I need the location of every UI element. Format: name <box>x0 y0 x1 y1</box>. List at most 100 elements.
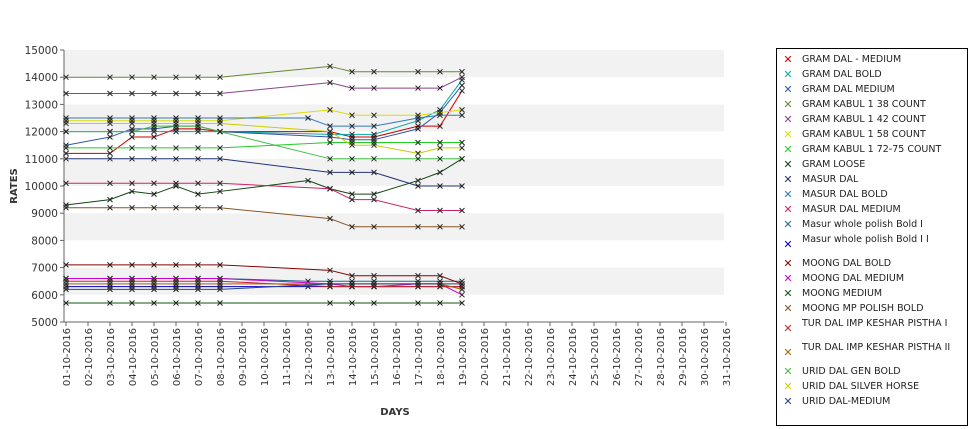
data-point <box>173 145 179 151</box>
data-point <box>217 262 223 268</box>
x-tick-label: 04-10-2016 <box>128 328 139 386</box>
data-point <box>151 74 157 81</box>
data-point <box>349 300 355 306</box>
data-point <box>107 286 113 293</box>
data-point <box>107 196 113 203</box>
grid-bands <box>64 50 724 322</box>
data-point <box>129 74 135 81</box>
y-tick-label: 5000 <box>31 317 58 329</box>
data-point <box>459 82 465 89</box>
data-point <box>327 123 333 130</box>
data-point <box>371 68 377 75</box>
series-line <box>65 158 463 206</box>
data-point <box>151 191 157 198</box>
legend-marker-icon: ✕ <box>783 203 793 216</box>
y-tick-label: 6000 <box>31 290 58 302</box>
data-point <box>327 79 333 86</box>
data-point <box>63 204 69 211</box>
data-point <box>195 120 201 127</box>
data-point <box>349 155 355 162</box>
data-point <box>217 128 223 135</box>
data-point <box>217 115 223 121</box>
data-point <box>459 223 465 230</box>
data-point <box>371 155 377 162</box>
data-point <box>437 169 443 176</box>
legend-marker-icon: ✕ <box>783 68 793 81</box>
data-point <box>129 180 135 187</box>
data-point <box>129 128 135 135</box>
data-point <box>437 281 443 287</box>
y-tick-label: 11000 <box>25 154 58 166</box>
data-point <box>459 155 465 162</box>
data-point <box>349 169 355 176</box>
data-point <box>63 128 69 135</box>
data-point <box>459 106 465 113</box>
series-lines <box>63 63 465 306</box>
legend-marker-icon: ✕ <box>783 287 793 300</box>
legend-label: MOONG DAL MEDIUM <box>802 273 905 284</box>
series-5 <box>63 74 465 97</box>
x-tick-label: 09-10-2016 <box>238 328 249 386</box>
data-point <box>459 139 465 146</box>
data-point <box>349 85 355 91</box>
data-point <box>173 115 179 121</box>
y-tick-label: 7000 <box>31 263 58 275</box>
data-point <box>349 196 355 203</box>
legend-label: Masur whole polish Bold I <box>802 219 923 230</box>
data-point <box>327 281 333 287</box>
x-tick-label: 31-10-2016 <box>722 328 733 386</box>
data-point <box>129 188 135 195</box>
data-point <box>349 281 355 287</box>
legend: ✕ GRAM DAL - MEDIUM ✕ GRAM DAL BOLD ✕ GRAM DA… <box>776 48 968 426</box>
x-tick-label: 16-10-2016 <box>392 328 403 386</box>
data-point <box>63 262 69 268</box>
data-point <box>195 281 201 287</box>
data-point <box>195 115 201 121</box>
data-point <box>173 128 179 135</box>
data-point <box>349 123 355 130</box>
grid-band <box>64 50 724 78</box>
data-point <box>173 180 179 187</box>
data-point <box>129 145 135 151</box>
data-point <box>107 120 113 127</box>
data-point <box>327 215 333 222</box>
grid-band <box>64 240 724 268</box>
data-point <box>107 150 113 157</box>
data-point <box>459 291 465 298</box>
data-point <box>129 281 135 287</box>
data-point <box>415 155 421 162</box>
legend-marker-icon: ✕ <box>783 98 793 111</box>
x-tick-label: 14-10-2016 <box>348 328 359 386</box>
data-point <box>63 180 69 187</box>
data-point <box>217 204 223 211</box>
data-point <box>371 169 377 176</box>
data-point <box>437 223 443 230</box>
data-point <box>437 85 443 91</box>
x-tick-label: 13-10-2016 <box>326 328 337 386</box>
legend-label: Masur whole polish Bold I I <box>802 234 929 245</box>
data-point <box>63 286 69 293</box>
data-point <box>459 300 465 306</box>
data-point <box>437 155 443 162</box>
data-point <box>349 191 355 198</box>
grid-band <box>64 294 724 322</box>
x-tick-label: 07-10-2016 <box>194 328 205 386</box>
data-point <box>107 128 113 135</box>
y-tick-label: 12000 <box>25 127 58 139</box>
y-tick-label: 14000 <box>25 72 58 84</box>
data-point <box>129 300 135 306</box>
data-point <box>217 180 223 187</box>
legend-marker-icon: ✕ <box>783 365 793 378</box>
data-point <box>415 126 421 132</box>
legend-label: TUR DAL IMP KESHAR PISTHA I <box>802 318 948 329</box>
y-tick-label: 15000 <box>25 45 58 57</box>
data-point <box>437 300 443 306</box>
y-tick-label: 10000 <box>25 181 58 193</box>
y-tick-labels: 5000 6000 7000 8000 9000 10000 11000 12000 13000… <box>25 45 64 329</box>
data-point <box>415 150 421 157</box>
data-point <box>195 180 201 187</box>
legend-marker-icon: ✕ <box>783 83 793 96</box>
x-tick-label: 02-10-2016 <box>84 328 95 386</box>
data-point <box>371 112 377 119</box>
data-point <box>63 74 69 81</box>
